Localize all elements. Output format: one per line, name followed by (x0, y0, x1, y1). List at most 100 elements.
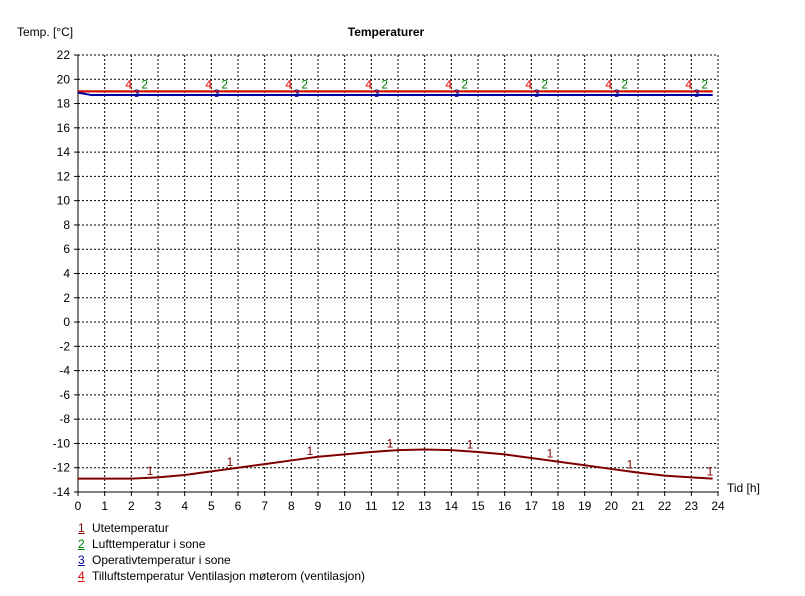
series-marker-4: 4 (445, 77, 452, 91)
y-tick-label: 8 (63, 218, 70, 232)
x-tick-label: 21 (631, 499, 645, 513)
x-tick-label: 1 (101, 499, 108, 513)
series-marker-4: 4 (365, 77, 372, 91)
series-marker-3: 3 (454, 88, 460, 100)
x-tick-label: 18 (551, 499, 565, 513)
x-tick-label: 24 (711, 499, 725, 513)
legend-label: Utetemperatur (92, 521, 169, 535)
y-tick-label: 22 (57, 48, 71, 62)
x-tick-label: 9 (315, 499, 322, 513)
x-tick-label: 22 (658, 499, 672, 513)
legend-number: 3 (78, 553, 85, 567)
y-tick-label: 4 (63, 267, 70, 281)
legend-label: Lufttemperatur i sone (92, 537, 206, 551)
legend-entry-4: 4 Tilluftstemperatur Ventilasjon møterom … (78, 568, 365, 584)
legend-entry-1: 1 Utetemperatur (78, 520, 365, 536)
series-marker-3: 3 (214, 88, 220, 100)
series-marker-4: 4 (525, 77, 532, 91)
y-tick-label: 0 (63, 315, 70, 329)
series-lines (77, 90, 713, 480)
y-tick-label: -8 (59, 412, 70, 426)
series-marker-2: 2 (541, 77, 548, 91)
x-tick-label: 23 (685, 499, 699, 513)
x-tick-label: 0 (75, 499, 82, 513)
series-marker-2: 2 (701, 77, 708, 91)
y-tick-label: 18 (57, 97, 71, 111)
axes (74, 54, 719, 496)
y-tick-label: 2 (63, 291, 70, 305)
series-line-3 (77, 91, 713, 97)
x-tick-label: 5 (208, 499, 215, 513)
legend-label: Operativtemperatur i sone (92, 553, 231, 567)
x-axis-label: Tid [h] (727, 481, 760, 495)
x-tick-label: 6 (235, 499, 242, 513)
y-tick-label: -6 (59, 388, 70, 402)
x-tick-label: 20 (605, 499, 619, 513)
x-tick-label: 4 (181, 499, 188, 513)
series-marker-3: 3 (294, 88, 300, 100)
series-marker-3: 3 (614, 88, 620, 100)
y-tick-label: -2 (59, 339, 70, 353)
y-tick-label: 12 (57, 169, 71, 183)
x-tick-label: 7 (261, 499, 268, 513)
series-marker-1: 1 (147, 464, 154, 478)
series-line-1 (78, 448, 713, 480)
series-marker-1: 1 (627, 457, 634, 471)
y-axis-label: Temp. [°C] (17, 25, 73, 39)
x-tick-label: 3 (155, 499, 162, 513)
series-marker-1: 1 (307, 444, 314, 458)
x-tick-label: 15 (471, 499, 485, 513)
y-tick-label: 10 (57, 194, 71, 208)
series-marker-2: 2 (141, 77, 148, 91)
y-tick-label: 6 (63, 242, 70, 256)
x-tick-label: 19 (578, 499, 592, 513)
chart-title: Temperaturer (348, 25, 425, 39)
series-marker-2: 2 (621, 77, 628, 91)
series-marker-1: 1 (467, 437, 474, 451)
series-marker-3: 3 (374, 88, 380, 100)
series-marker-4: 4 (125, 77, 132, 91)
y-tick-label: 20 (57, 72, 71, 86)
x-tick-label: 10 (338, 499, 352, 513)
x-tick-label: 12 (391, 499, 405, 513)
legend-number: 4 (78, 569, 85, 583)
series-marker-4: 4 (285, 77, 292, 91)
legend-label: Tilluftstemperatur Ventilasjon møterom (… (92, 569, 365, 583)
legend-entry-3: 3 Operativtemperatur i sone (78, 552, 365, 568)
series-marker-3: 3 (694, 88, 700, 100)
x-tick-label: 8 (288, 499, 295, 513)
grid (78, 54, 719, 492)
series-marker-1: 1 (547, 447, 554, 461)
x-tick-label: 13 (418, 499, 432, 513)
series-marker-1: 1 (707, 464, 714, 478)
x-tick-label: 11 (365, 499, 378, 513)
series-marker-1: 1 (227, 455, 234, 469)
series-marker-2: 2 (221, 77, 228, 91)
series-marker-1: 1 (387, 437, 394, 451)
series-marker-4: 4 (685, 77, 692, 91)
legend-number: 2 (78, 537, 85, 551)
series-marker-2: 2 (301, 77, 308, 91)
series-marker-3: 3 (534, 88, 540, 100)
y-tick-label: -4 (59, 364, 70, 378)
x-tick-label: 16 (498, 499, 512, 513)
legend-entry-2: 2 Lufttemperatur i sone (78, 536, 365, 552)
y-tick-label: -10 (53, 436, 71, 450)
series-marker-4: 4 (605, 77, 612, 91)
x-tick-label: 2 (128, 499, 135, 513)
series-marker-2: 2 (381, 77, 388, 91)
y-tick-label: -12 (53, 461, 71, 475)
series-marker-3: 3 (134, 88, 140, 100)
y-tick-label: -14 (53, 485, 71, 499)
y-tick-label: 14 (57, 145, 71, 159)
series-marker-4: 4 (205, 77, 212, 91)
x-tick-label: 17 (525, 499, 539, 513)
y-tick-label: 16 (57, 121, 71, 135)
legend: 1 Utetemperatur 2 Lufttemperatur i sone 3 Ope… (78, 520, 365, 584)
x-tick-label: 14 (445, 499, 459, 513)
legend-number: 1 (78, 521, 85, 535)
series-marker-2: 2 (461, 77, 468, 91)
